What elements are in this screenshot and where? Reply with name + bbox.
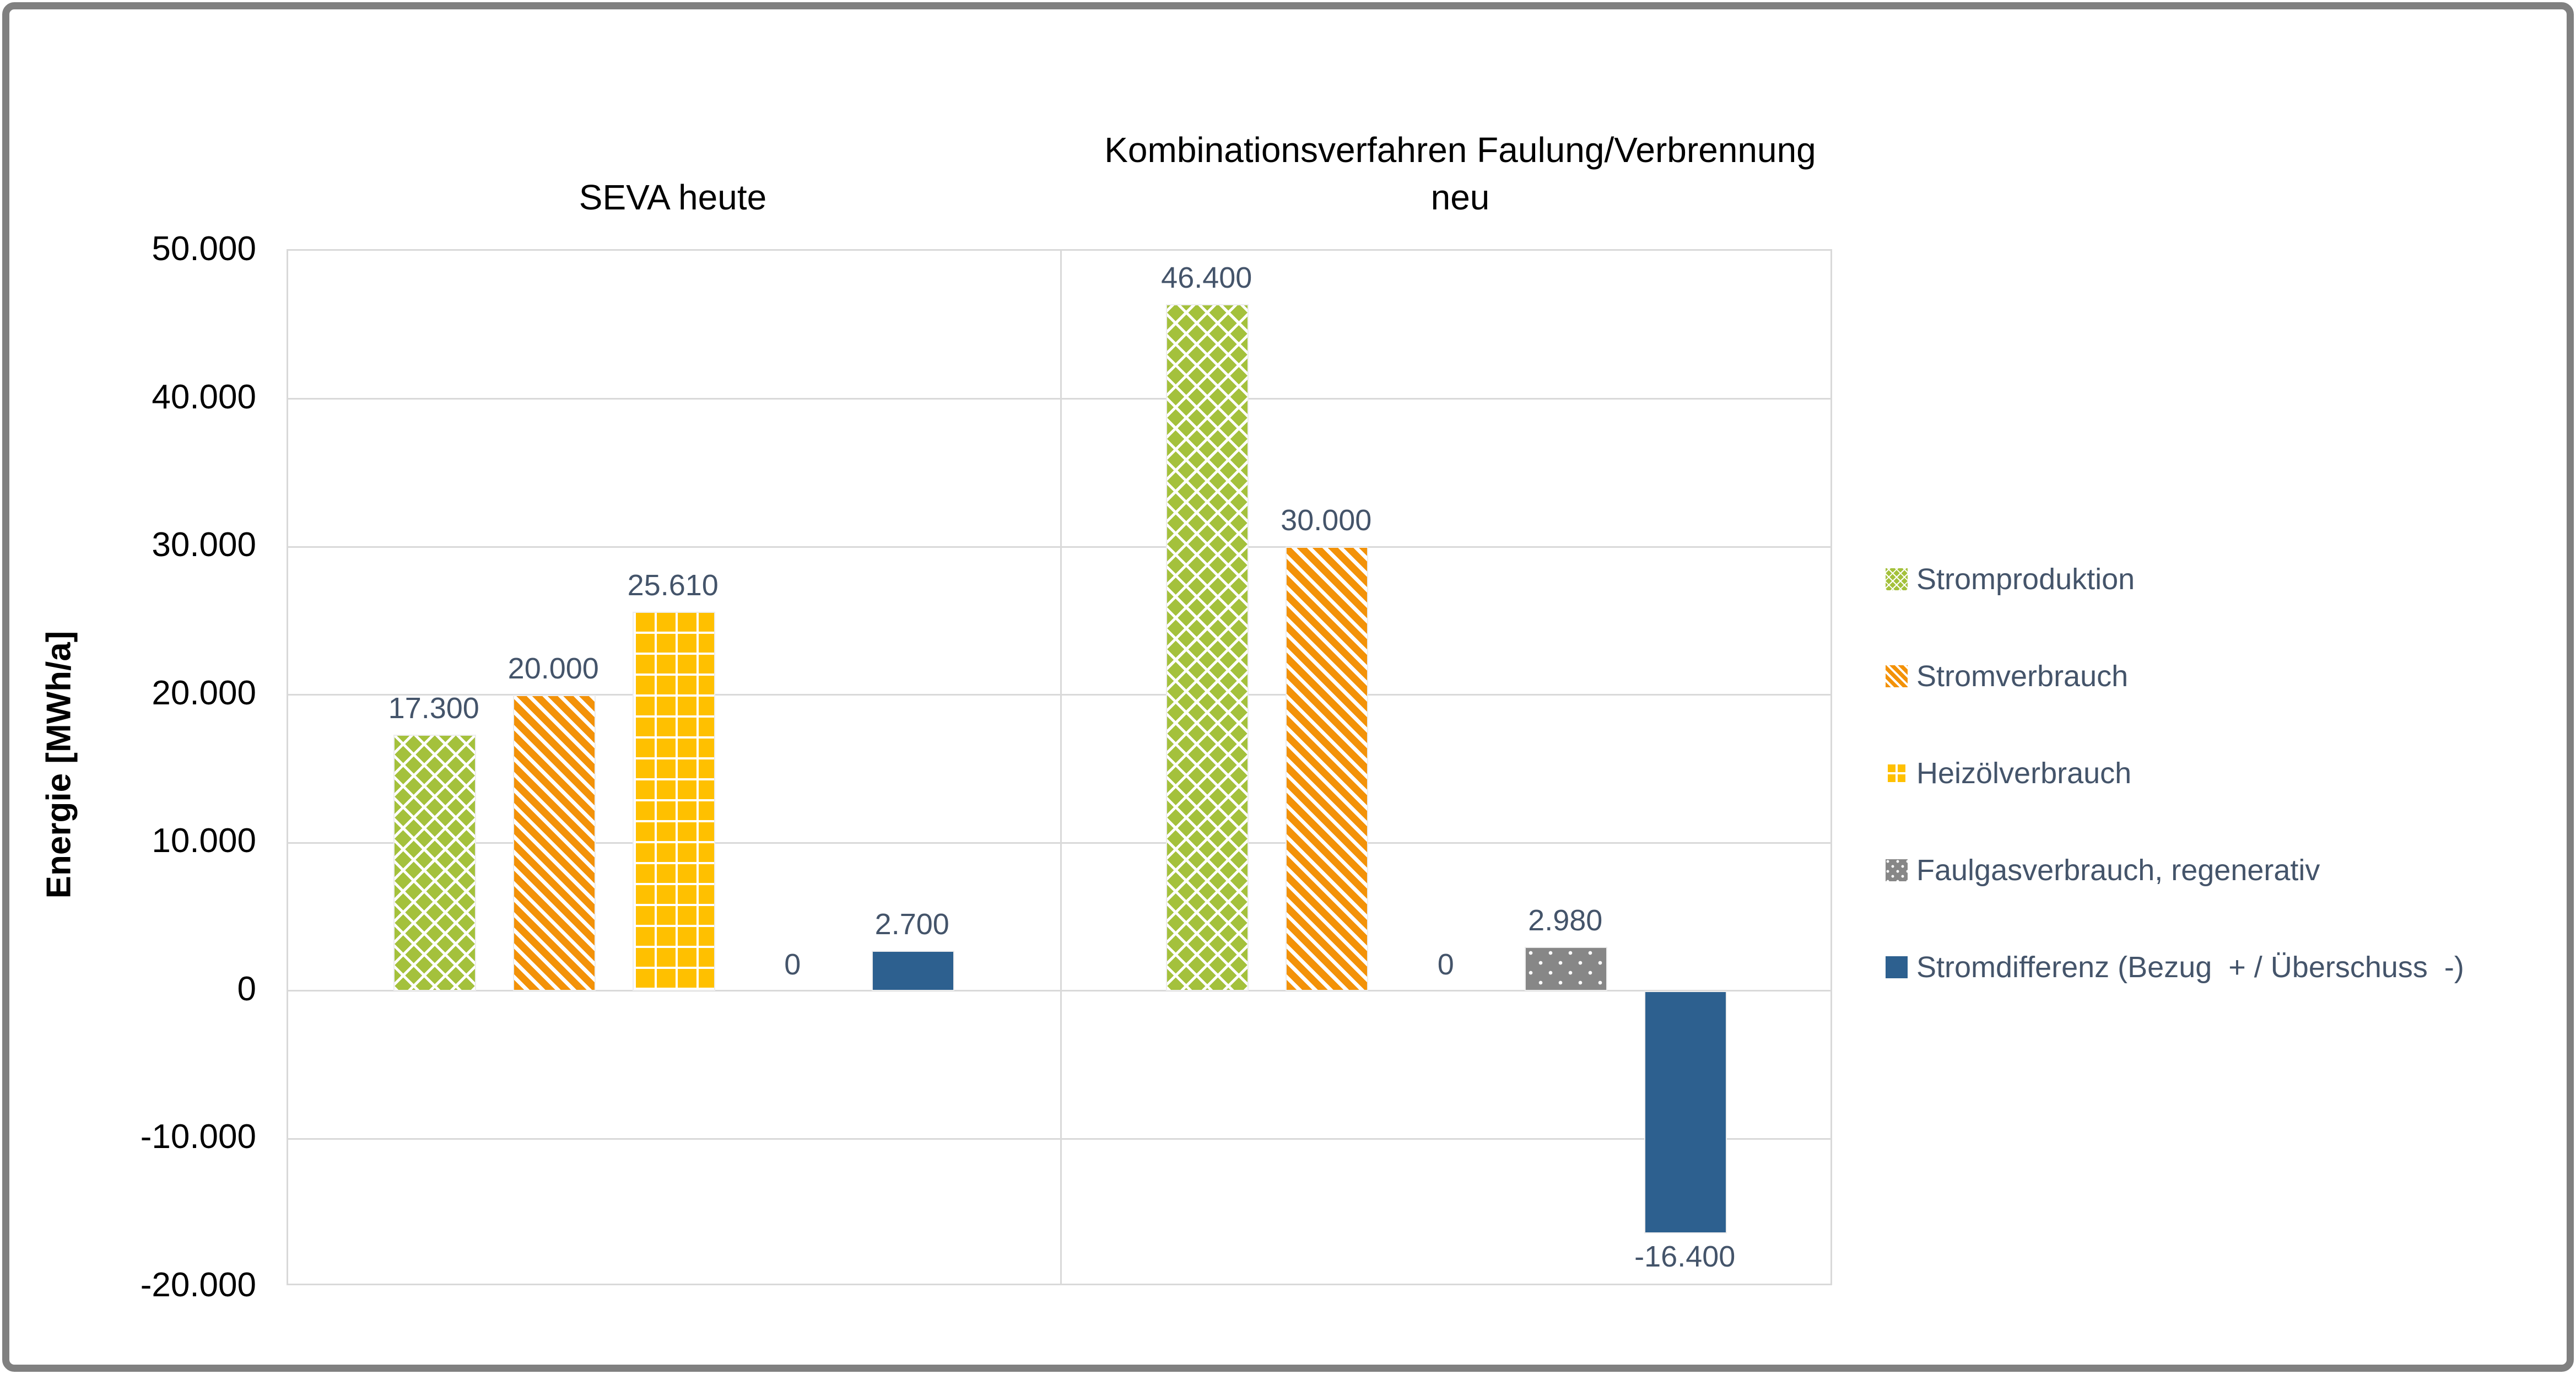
bar-diagonal-stripes-panel1 [512, 694, 596, 991]
legend-swatch-grid-icon [1886, 762, 1908, 784]
legend-swatch-diagonal-stripes-icon [1886, 665, 1908, 687]
legend-swatch-crosshatch-diamond-icon [1886, 568, 1908, 590]
legend-label: Faulgasverbrauch, regenerativ [1916, 854, 2320, 887]
data-label: 2.700 [874, 908, 949, 941]
data-label: 0 [784, 947, 801, 981]
bar-solid-panel1 [871, 951, 954, 991]
y-tick-label: 20.000 [152, 673, 256, 712]
data-label: 25.610 [627, 569, 719, 602]
panel-title-line1: Kombinationsverfahren Faulung/Verbrennun… [1104, 130, 1816, 170]
legend-label: Stromproduktion [1916, 563, 2135, 596]
y-tick-label: -10.000 [140, 1118, 256, 1156]
gridline [288, 1138, 1830, 1140]
y-tick-label: 10.000 [152, 822, 256, 860]
legend-swatch-solid-icon [1886, 956, 1908, 978]
bar-crosshatch-diamond-panel2 [1166, 304, 1249, 991]
legend-swatch-dots-icon [1886, 859, 1908, 881]
y-tick-label: -20.000 [140, 1266, 256, 1304]
data-label: 46.400 [1161, 261, 1252, 294]
data-label: 2.980 [1528, 903, 1603, 937]
y-tick-label: 50.000 [152, 230, 256, 268]
bar-grid-panel1 [632, 612, 715, 991]
data-label: -16.400 [1634, 1240, 1736, 1274]
legend-label: Heizölverbrauch [1916, 757, 2132, 790]
y-tick-label: 40.000 [152, 378, 256, 416]
panel-title-line2: neu [1430, 177, 1490, 217]
panel-title-kombinationsverfahren: Kombinationsverfahren Faulung/Verbrennun… [1104, 126, 1816, 221]
gridline [288, 842, 1830, 844]
y-tick-label: 0 [237, 969, 256, 1008]
legend-label: Stromdifferenz (Bezug + / Überschuss -) [1916, 951, 2464, 984]
y-axis-title: Energie [MWh/a] [40, 631, 78, 899]
gridline [288, 694, 1830, 696]
data-label: 20.000 [507, 651, 599, 685]
gridline [288, 990, 1830, 992]
bar-solid-panel2 [1644, 990, 1727, 1234]
bar-dots-panel2 [1525, 946, 1608, 991]
gridline [288, 546, 1830, 548]
y-tick-label: 30.000 [152, 526, 256, 564]
data-label: 30.000 [1281, 504, 1372, 537]
bar-diagonal-stripes-panel2 [1286, 547, 1369, 991]
panel-title-seva-heute: SEVA heute [579, 177, 767, 217]
panel-divider-line [1060, 251, 1062, 1284]
gridline [288, 398, 1830, 400]
data-label: 0 [1437, 947, 1454, 981]
plot-area [287, 249, 1832, 1285]
bar-crosshatch-diamond-panel1 [393, 735, 476, 991]
data-label: 17.300 [388, 692, 479, 725]
legend-label: Stromverbrauch [1916, 660, 2129, 693]
